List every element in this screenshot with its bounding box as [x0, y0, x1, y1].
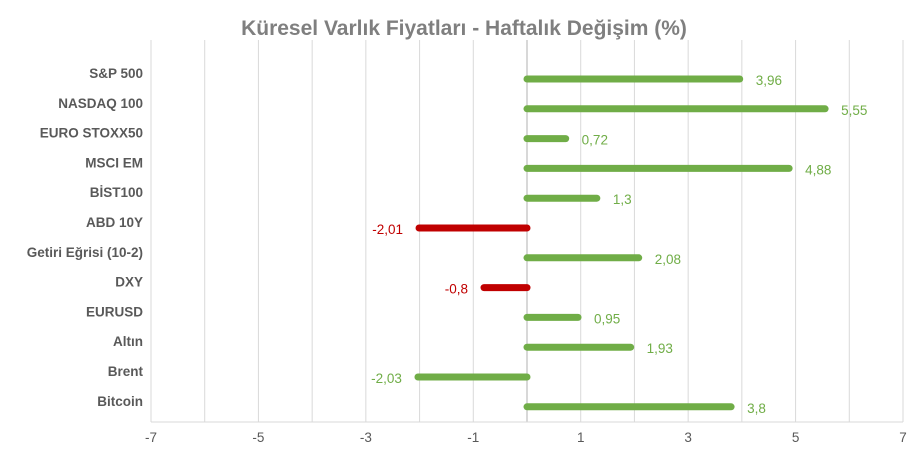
x-tick-label: -5	[252, 430, 264, 445]
x-tick-label: 1	[577, 430, 585, 445]
data-label: 5,55	[841, 103, 867, 118]
labels-layer: -7 -5 -3 -1 1 3 5 7 S&P 500 3,96 NASDAQ 100 5,55 EUR…	[27, 66, 907, 445]
data-label: 3,96	[756, 73, 782, 88]
category-label: Altın	[113, 334, 143, 349]
category-label: NASDAQ 100	[58, 96, 143, 111]
data-label: 0,72	[582, 133, 608, 148]
chart-title: Küresel Varlık Fiyatları - Haftalık Deği…	[241, 17, 687, 40]
category-label: Bitcoin	[97, 394, 143, 409]
x-tick-label: -1	[467, 430, 479, 445]
category-label: S&P 500	[89, 66, 143, 81]
category-label: Brent	[108, 364, 144, 379]
data-label: 1,93	[647, 341, 673, 356]
category-label: EURO STOXX50	[40, 126, 143, 141]
data-label: 3,8	[747, 401, 766, 416]
data-label: 1,3	[613, 192, 632, 207]
category-label: ABD 10Y	[86, 215, 143, 230]
x-tick-label: 5	[792, 430, 800, 445]
data-label: 0,95	[594, 311, 620, 326]
data-label: -2,01	[372, 222, 403, 237]
x-tick-label: -7	[145, 430, 157, 445]
category-label: BİST100	[90, 185, 143, 200]
data-label: -0,8	[445, 282, 468, 297]
category-label: MSCI EM	[85, 155, 143, 170]
category-label: Getiri Eğrisi (10-2)	[27, 245, 143, 260]
data-label: -2,03	[371, 371, 402, 386]
x-tick-label: -3	[360, 430, 372, 445]
category-label: EURUSD	[86, 304, 143, 319]
x-tick-label: 7	[899, 430, 907, 445]
bars-layer	[414, 75, 829, 411]
category-label: DXY	[115, 275, 143, 290]
data-label: 2,08	[655, 252, 681, 267]
data-label: 4,88	[805, 162, 831, 177]
x-tick-label: 3	[684, 430, 692, 445]
